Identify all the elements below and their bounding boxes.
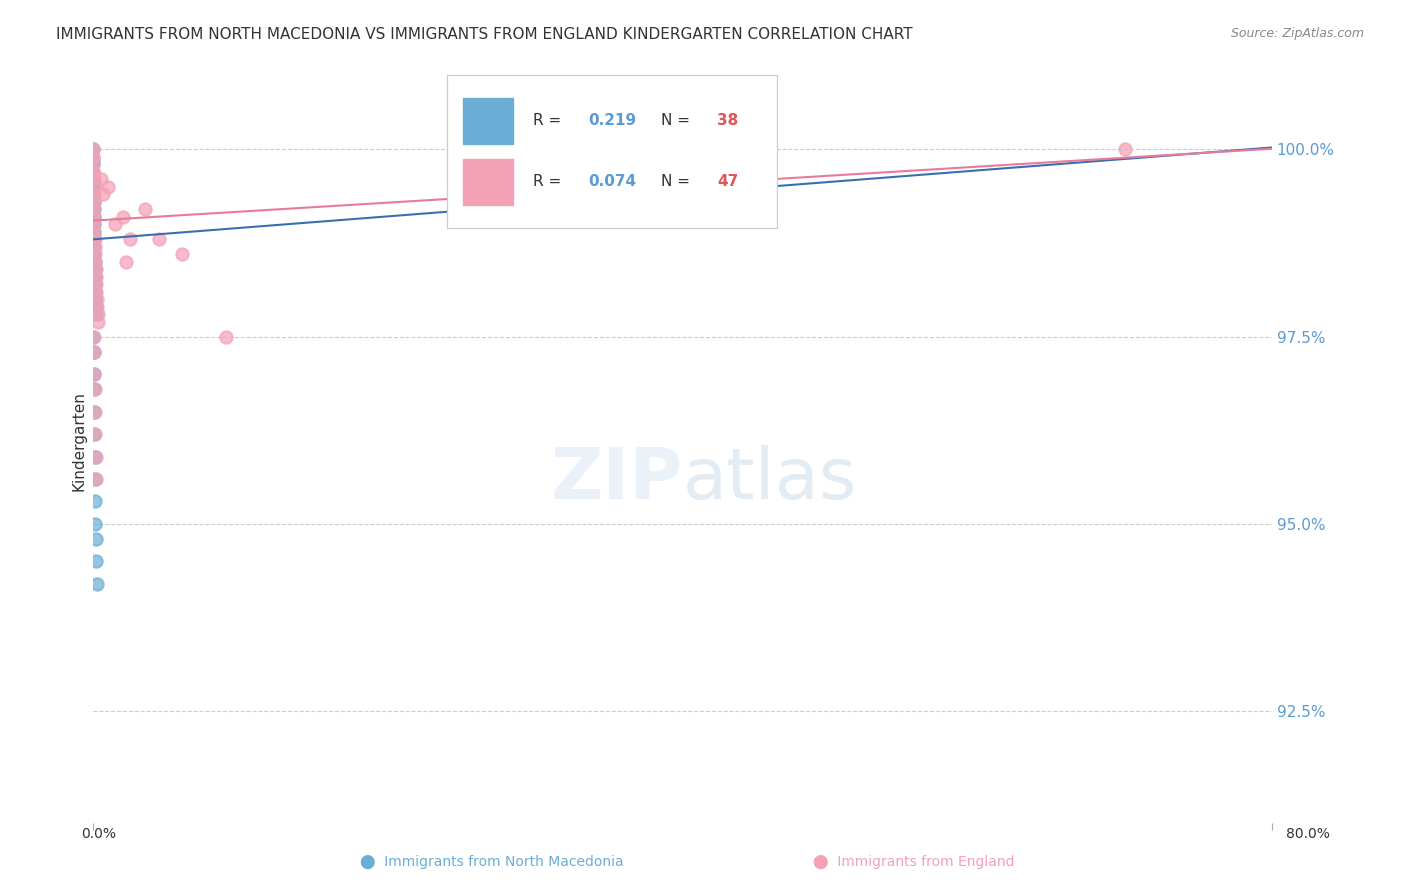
Point [86,285,108,299]
Point [83,194,105,209]
Text: 80.0%: 80.0% [1285,828,1330,841]
Point [83,269,105,284]
Point [83,255,105,269]
Point [111,210,134,224]
Point [83,225,105,239]
Point [83,202,105,217]
Point [82,329,104,343]
Point [84,554,107,568]
Point [90,172,112,186]
Point [83,225,105,239]
Point [82,150,104,164]
Point [83,367,105,381]
Point [83,247,105,261]
Point [84,494,107,508]
Point [84,247,107,261]
Point [87,315,110,329]
Point [86,472,108,486]
Point [86,307,108,321]
Point [82,143,104,157]
Point [148,232,170,246]
Point [83,176,105,190]
Point [83,472,105,486]
Text: IMMIGRANTS FROM NORTH MACEDONIA VS IMMIGRANTS FROM ENGLAND KINDERGARTEN CORRELAT: IMMIGRANTS FROM NORTH MACEDONIA VS IMMIG… [56,27,912,42]
Point [84,427,107,442]
Point [83,427,105,442]
Point [83,262,105,277]
Text: atlas: atlas [682,445,856,514]
Point [84,262,107,277]
Point [114,255,136,269]
Point [86,292,108,306]
Point [104,218,127,232]
Point [82,143,104,157]
Point [82,157,104,171]
Point [93,187,115,202]
Point [83,180,105,194]
Point [83,344,105,359]
Point [82,150,104,164]
Point [83,210,105,224]
Point [118,232,141,246]
Point [82,153,104,168]
Point [83,187,105,202]
Point [83,202,105,217]
Text: ⬤  Immigrants from England: ⬤ Immigrants from England [813,855,1015,869]
Point [83,232,105,246]
Point [86,300,108,314]
Point [84,255,107,269]
Point [83,218,105,232]
Point [82,157,104,171]
Point [83,382,105,396]
Point [83,218,105,232]
Point [83,187,105,202]
Point [84,292,107,306]
Point [83,240,105,254]
Point [84,516,107,531]
Point [83,240,105,254]
Point [83,344,105,359]
Point [84,277,107,292]
Point [84,269,107,284]
Point [83,210,105,224]
Point [83,404,105,418]
Point [82,172,104,186]
Point [82,180,104,194]
Point [83,232,105,246]
Point [83,382,105,396]
Point [598,143,620,157]
Point [83,367,105,381]
Point [84,450,107,464]
Point [215,329,238,343]
Point [82,165,104,179]
Text: ⬤  Immigrants from North Macedonia: ⬤ Immigrants from North Macedonia [360,855,624,869]
Point [86,577,108,591]
Text: Source: ZipAtlas.com: Source: ZipAtlas.com [1230,27,1364,40]
Point [82,169,104,183]
Text: 0.0%: 0.0% [82,828,115,841]
Point [84,532,107,546]
Point [170,247,193,261]
Point [83,194,105,209]
Point [134,202,156,217]
Point [84,285,107,299]
Point [83,172,105,186]
Point [97,180,120,194]
Point [82,165,104,179]
Text: ZIP: ZIP [550,445,682,514]
Point [84,307,107,321]
Point [83,450,105,464]
Point [82,165,104,179]
Point [1114,143,1136,157]
Point [84,404,107,418]
Point [84,300,107,314]
Point [84,277,107,292]
Y-axis label: Kindergarten: Kindergarten [72,392,86,491]
Point [83,329,105,343]
